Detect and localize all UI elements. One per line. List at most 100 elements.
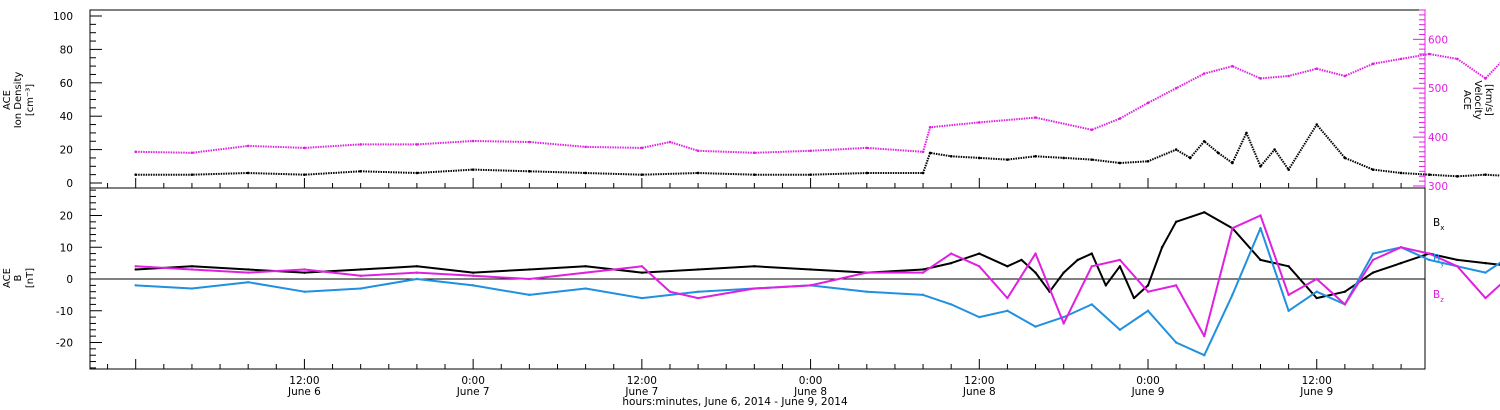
velocity-point [1399, 57, 1403, 61]
bz-point [303, 268, 306, 271]
velocity-point [190, 151, 194, 155]
bx-point [415, 265, 419, 268]
density-point [1062, 156, 1065, 160]
time-tick-date: June 8 [962, 386, 996, 398]
bx-point [134, 268, 137, 271]
velocity-point [1315, 67, 1319, 70]
bx-point [1146, 284, 1150, 287]
bz-point [1062, 322, 1065, 325]
density-point [1146, 159, 1150, 163]
velocity-axis-ticks: 300 400 500 600 [1413, 9, 1448, 193]
bz-point [415, 271, 419, 274]
b-tick-label: -10 [56, 306, 73, 318]
density-point [1456, 175, 1459, 178]
density-point [1202, 139, 1206, 143]
density-axis-ticks: 0 20 40 60 80 100 [53, 11, 102, 190]
by-point [190, 287, 194, 290]
bz-point [1118, 258, 1122, 262]
bz-point [528, 277, 531, 281]
velocity-point [1202, 72, 1206, 75]
density-point [584, 171, 587, 175]
density-point [190, 173, 194, 176]
time-tick-date: June 6 [287, 386, 321, 398]
velocity-point [640, 146, 644, 150]
velocity-point [528, 140, 531, 144]
density-point [1315, 123, 1319, 126]
velocity-point [1427, 52, 1431, 56]
density-axis-label-line1: ACE [2, 90, 13, 110]
legend-bz: Bz [1433, 289, 1444, 304]
b-axis-label-line2: B [13, 274, 24, 281]
ion-density-velocity-panel: 0 20 40 60 80 100 300 400 500 600 ACE Ion Densit… [2, 9, 1500, 193]
bz-point [865, 271, 869, 274]
bx-point [921, 268, 925, 271]
velocity-series [135, 53, 1500, 154]
velocity-tick-label: 500 [1428, 83, 1448, 95]
by-point [584, 287, 587, 290]
bz-point [1090, 265, 1093, 268]
density-point [1118, 161, 1122, 165]
bx-point [1174, 220, 1178, 224]
by-point [359, 287, 362, 290]
by-point [640, 296, 644, 300]
bx-point [471, 271, 475, 274]
bz-point [696, 296, 700, 300]
density-point [1287, 168, 1290, 171]
by-point [528, 293, 531, 297]
density-point [977, 156, 981, 160]
velocity-point [1287, 74, 1290, 78]
density-point [1343, 156, 1347, 160]
velocity-point [1456, 57, 1459, 61]
velocity-point [1484, 77, 1487, 80]
density-tick-label: 80 [60, 44, 73, 56]
time-tick-date: June 7 [456, 386, 490, 398]
time-tick-date: June 9 [1299, 386, 1333, 398]
density-point [1231, 161, 1234, 165]
bz-point [1259, 214, 1262, 217]
density-point [1188, 156, 1192, 160]
b-tick-label: 10 [60, 242, 73, 254]
bx-point [1104, 284, 1108, 287]
by-point [1231, 293, 1234, 297]
density-point [134, 173, 137, 176]
density-tick-label: 60 [60, 78, 73, 90]
velocity-point [1034, 116, 1037, 119]
by-point [415, 277, 419, 281]
bz-point [1034, 252, 1037, 255]
bx-point [190, 265, 194, 268]
by-point [1034, 325, 1037, 328]
by-point [246, 280, 250, 284]
velocity-tick-label: 300 [1428, 181, 1448, 193]
x-axis-title: hours:minutes, June 6, 2014 - June 9, 20… [622, 396, 848, 408]
bx-point [1118, 265, 1122, 268]
velocity-point [1371, 62, 1375, 66]
bx-point [949, 261, 953, 265]
velocity-axis-label-line3: [km/s] [1483, 84, 1494, 116]
velocity-point [977, 121, 981, 124]
b-axis-label-line1: ACE [2, 268, 13, 288]
density-series [135, 123, 1500, 178]
time-tick-date: June 9 [1131, 386, 1165, 398]
time-tick-label: 12:00 [627, 375, 657, 387]
density-point [528, 170, 531, 173]
b-tick-label: 0 [66, 274, 73, 286]
by-point [1062, 315, 1065, 319]
by-point [1484, 271, 1487, 274]
by-point [1146, 309, 1150, 312]
bx-point [1371, 271, 1375, 274]
bx-point [1343, 290, 1347, 293]
by-point [921, 293, 925, 297]
bz-point [1006, 296, 1009, 300]
bx-point [1076, 258, 1079, 262]
by-point [1174, 341, 1178, 344]
density-point [921, 171, 925, 175]
bx-point [1203, 211, 1206, 214]
bz-point [1456, 265, 1459, 268]
bz-point [921, 271, 925, 274]
time-tick-date: June 7 [624, 386, 658, 398]
velocity-point [865, 146, 869, 150]
bz-point [1174, 284, 1178, 287]
bx-point [809, 268, 812, 271]
density-point [1427, 173, 1431, 176]
bz-point [1343, 303, 1347, 306]
